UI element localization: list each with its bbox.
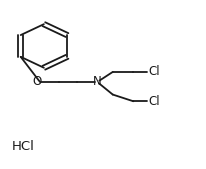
Text: O: O	[32, 76, 41, 89]
Text: Cl: Cl	[148, 65, 160, 78]
Text: N: N	[92, 76, 101, 89]
Text: HCl: HCl	[12, 140, 35, 153]
Text: Cl: Cl	[148, 95, 160, 108]
